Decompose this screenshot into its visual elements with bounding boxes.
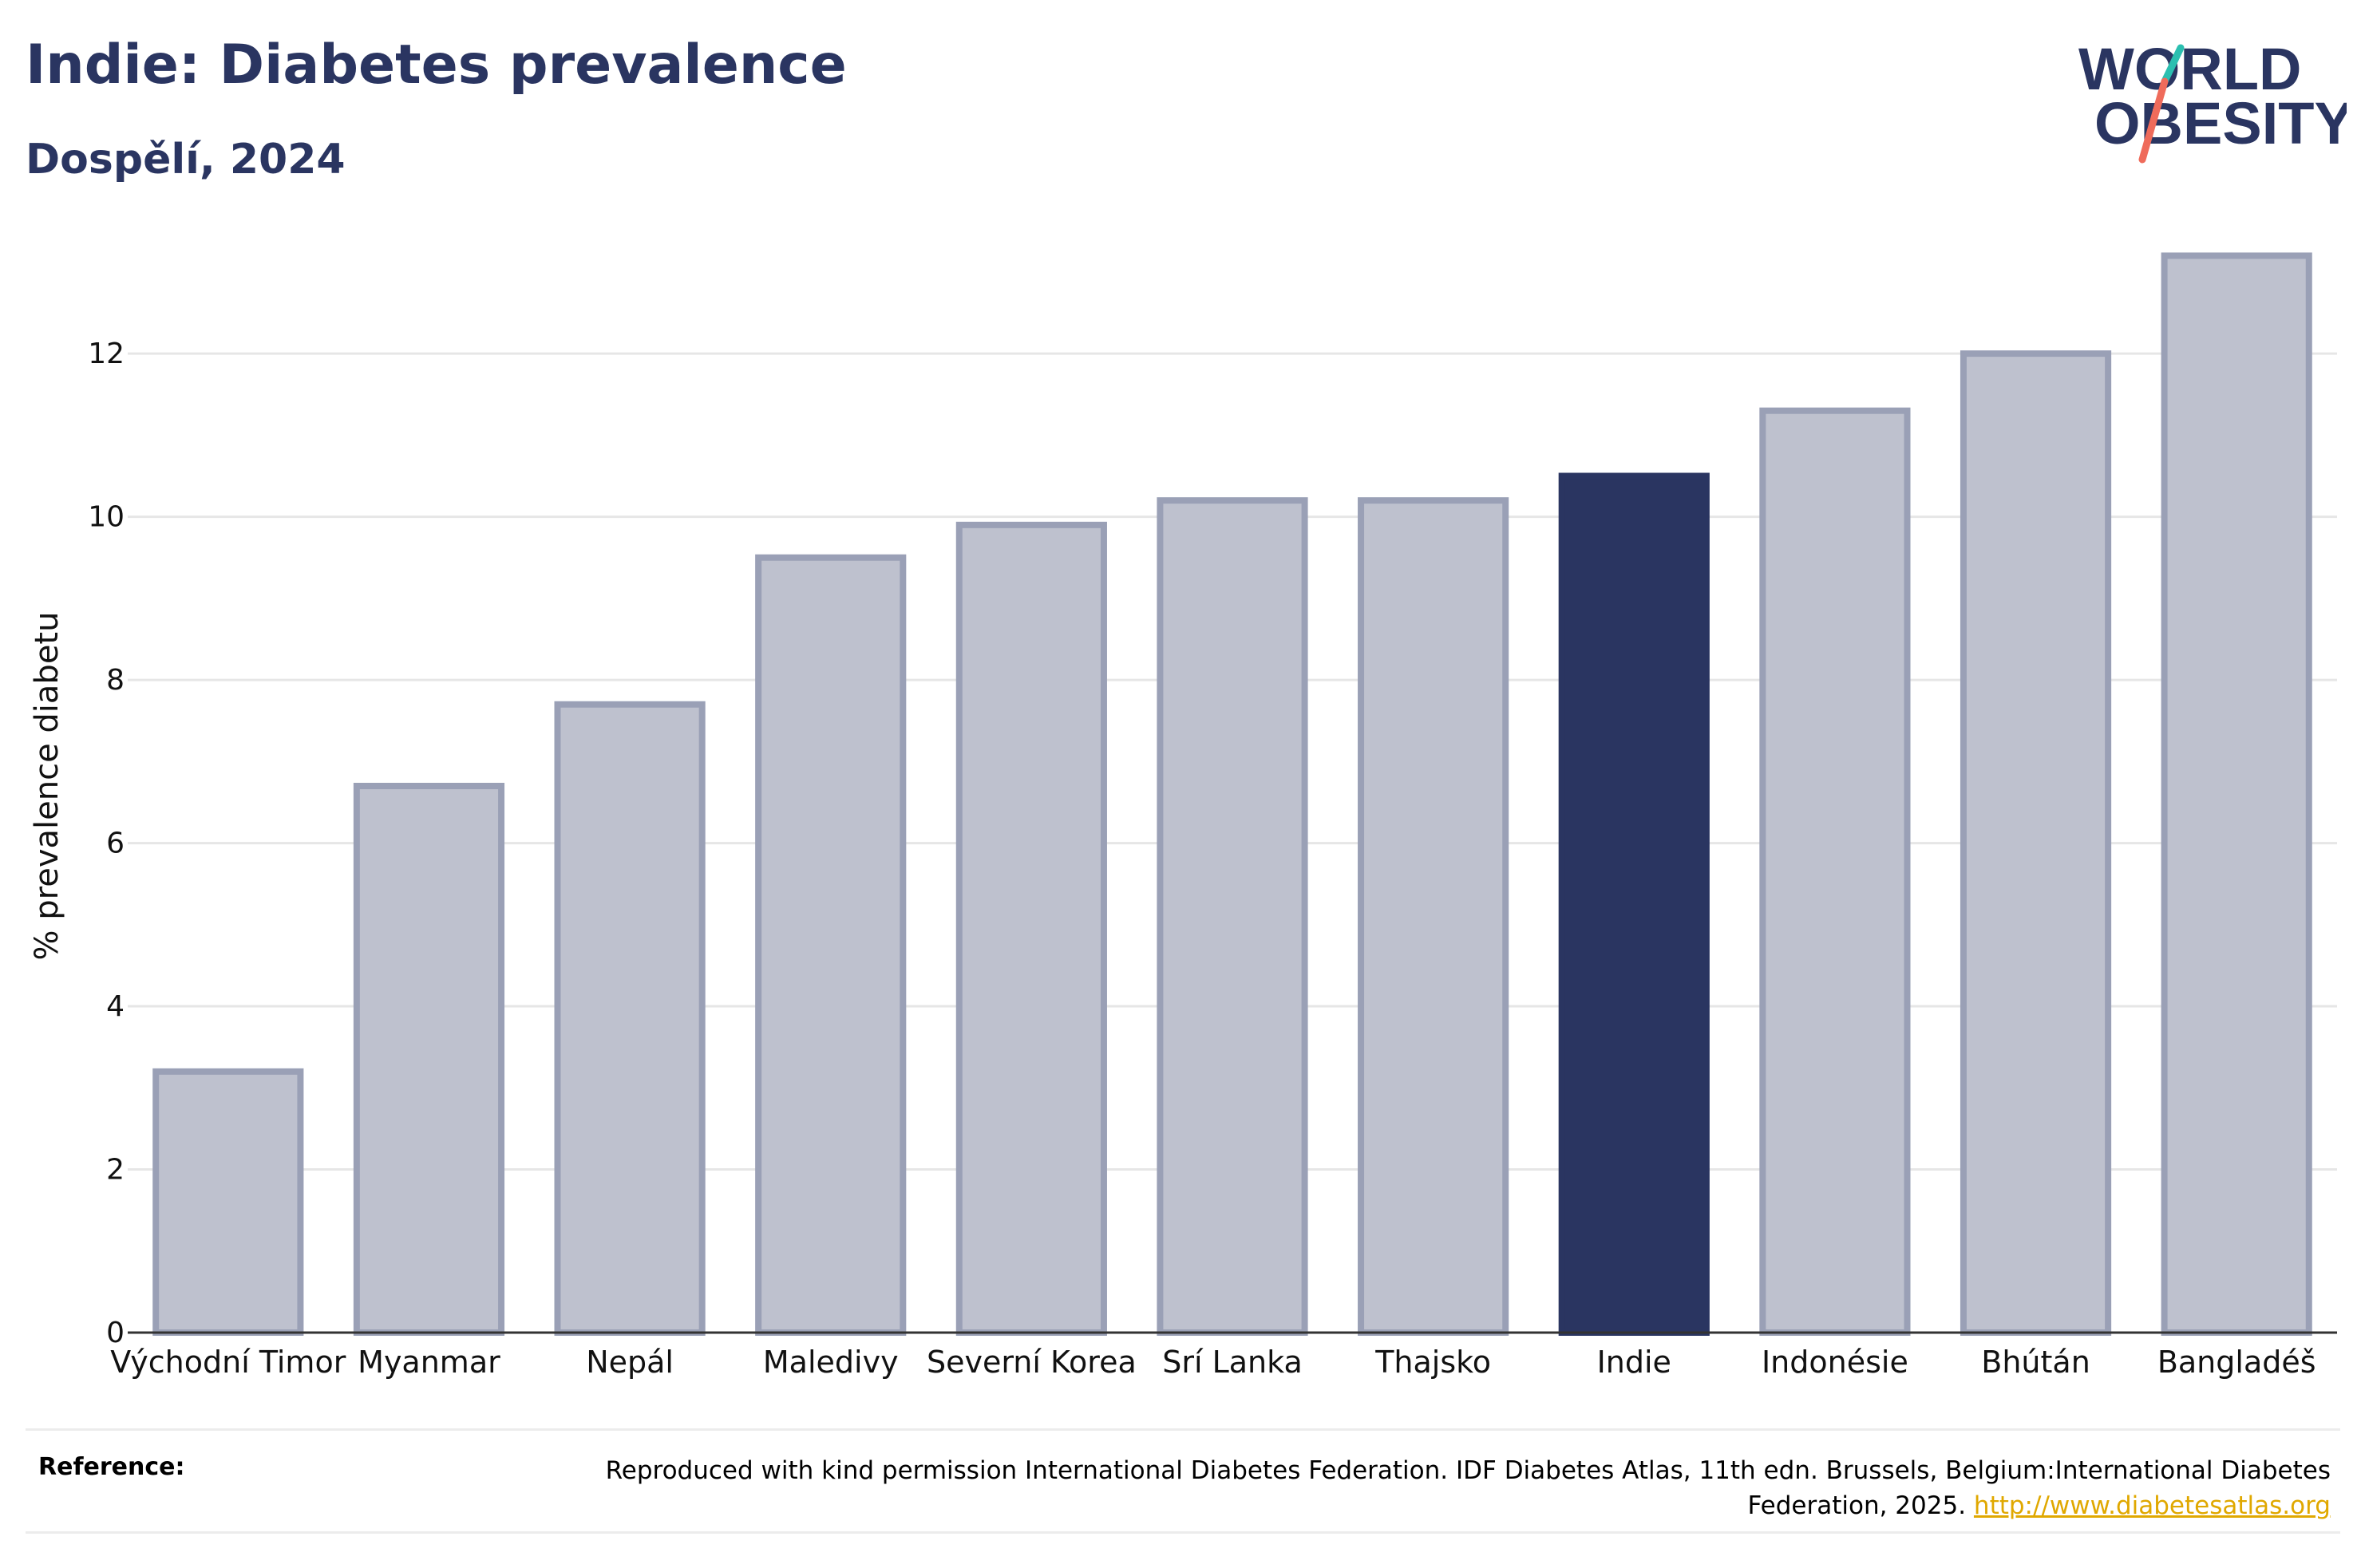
y-tick-label: 12	[88, 338, 125, 370]
x-tick-label: Bangladéš	[2157, 1345, 2316, 1380]
x-tick-label: Indonésie	[1762, 1345, 1908, 1380]
x-tick-label: Severní Korea	[927, 1345, 1137, 1380]
x-tick-label: Indie	[1597, 1345, 1671, 1380]
reference-box: Reference: Reproduced with kind permissi…	[26, 1428, 2340, 1534]
reference-citation: Reproduced with kind permission Internat…	[605, 1456, 2331, 1520]
bar[interactable]	[1157, 497, 1308, 1336]
bar-chart: 0 2 4 6 8 10 12 Východní Timor Myanmar Nepál Male…	[29, 252, 2337, 1380]
bars	[152, 252, 2312, 1337]
y-tick-label: 6	[106, 827, 125, 860]
x-tick-label: Srí Lanka	[1162, 1345, 1303, 1380]
logo-line1: WORLD	[2078, 36, 2302, 102]
x-axis-ticks: Východní Timor Myanmar Nepál Maledivy Severn…	[110, 1345, 2316, 1380]
chart-title: Indie: Diabetes prevalence	[26, 34, 847, 97]
y-tick-label: 0	[106, 1317, 125, 1349]
x-tick-label: Maledivy	[763, 1345, 899, 1380]
bar[interactable]	[1558, 472, 1710, 1336]
x-tick-label: Východní Timor	[110, 1345, 346, 1380]
reference-text: Reproduced with kind permission Internat…	[495, 1453, 2331, 1523]
reference-link[interactable]: http://www.diabetesatlas.org	[1973, 1491, 2331, 1520]
chart-subtitle: Dospělí, 2024	[26, 136, 346, 184]
y-tick-label: 8	[106, 664, 125, 697]
bar[interactable]	[1358, 497, 1509, 1336]
x-tick-label: Thajsko	[1374, 1345, 1491, 1380]
bar[interactable]	[955, 521, 1107, 1336]
bar[interactable]	[2161, 252, 2312, 1336]
logo-slash-bottom	[2138, 77, 2169, 164]
x-tick-label: Myanmar	[358, 1345, 500, 1380]
bar[interactable]	[755, 554, 907, 1336]
logo-line2: OBESITY	[2094, 90, 2347, 156]
x-tick-label: Bhútán	[1981, 1345, 2090, 1380]
logo-slash-top	[2161, 44, 2185, 85]
world-obesity-logo: WORLD OBESITY	[2078, 36, 2347, 164]
bar[interactable]	[353, 783, 505, 1336]
reference-label: Reference:	[38, 1453, 185, 1481]
y-axis-label: % prevalence diabetu	[29, 612, 65, 961]
x-tick-label: Nepál	[586, 1345, 674, 1380]
bar[interactable]	[554, 701, 706, 1336]
bar[interactable]	[1759, 407, 1911, 1336]
y-tick-label: 2	[106, 1154, 125, 1187]
y-tick-label: 10	[88, 501, 125, 534]
bar[interactable]	[1960, 350, 2112, 1337]
y-tick-label: 4	[106, 990, 125, 1023]
y-axis-ticks: 0 2 4 6 8 10 12	[88, 338, 125, 1349]
bar[interactable]	[152, 1068, 304, 1336]
